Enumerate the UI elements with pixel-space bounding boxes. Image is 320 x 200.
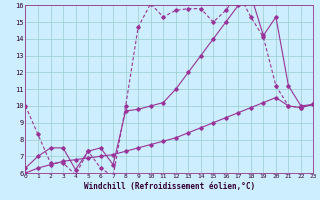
X-axis label: Windchill (Refroidissement éolien,°C): Windchill (Refroidissement éolien,°C)	[84, 182, 255, 191]
